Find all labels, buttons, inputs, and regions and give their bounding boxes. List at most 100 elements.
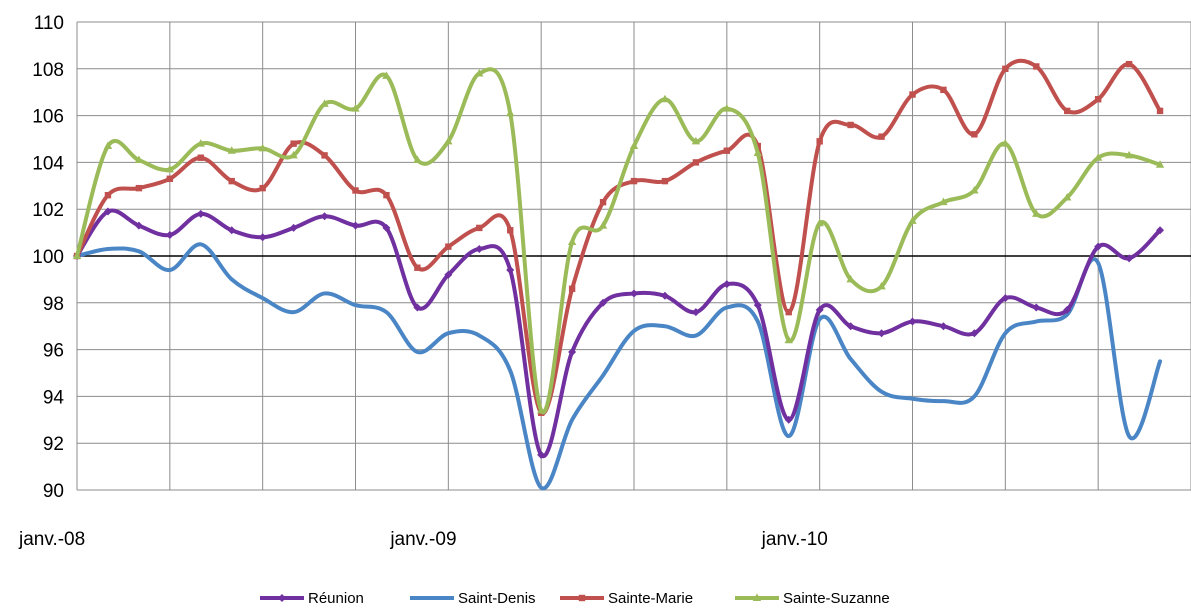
data-point-sainte-suzanne — [753, 148, 762, 157]
y-tick-label: 106 — [32, 107, 64, 128]
data-point-reunion — [599, 298, 608, 307]
data-point-reunion — [846, 322, 855, 331]
data-point-reunion — [1094, 242, 1103, 251]
data-point-sainte-marie — [940, 86, 947, 94]
data-point-sainte-marie — [476, 224, 483, 232]
data-point-reunion — [258, 233, 267, 242]
data-point-sainte-suzanne — [72, 251, 82, 259]
data-point-reunion — [1156, 226, 1165, 235]
data-point-reunion — [351, 221, 360, 230]
data-point-reunion — [1001, 294, 1010, 303]
data-point-sainte-suzanne — [258, 143, 267, 152]
data-point-sainte-suzanne — [691, 136, 701, 145]
data-point-sainte-marie — [1094, 96, 1102, 103]
x-tick-label: janv.-10 — [761, 529, 828, 550]
data-point-sainte-suzanne — [506, 108, 515, 117]
data-point-sainte-suzanne — [629, 141, 639, 150]
y-tick-label: 96 — [43, 341, 64, 362]
data-point-reunion — [382, 223, 391, 232]
data-point-reunion — [444, 270, 453, 279]
series-reunion — [73, 207, 1165, 459]
series-sainte-suzanne — [72, 67, 1165, 415]
data-point-reunion — [970, 329, 979, 338]
data-point-sainte-marie — [445, 243, 452, 250]
data-point-sainte-marie — [352, 187, 359, 194]
data-point-reunion — [475, 244, 484, 253]
data-point-reunion — [1125, 254, 1134, 263]
data-point-sainte-suzanne — [289, 150, 298, 159]
data-point-reunion — [1032, 303, 1041, 312]
legend-label-sainte-marie: Sainte-Marie — [608, 590, 693, 607]
data-point-sainte-suzanne — [598, 221, 608, 229]
series-line-saint-denis — [75, 242, 1163, 491]
y-tick-label: 100 — [32, 247, 64, 268]
y-tick-label: 110 — [34, 13, 64, 34]
data-point-sainte-suzanne — [567, 237, 577, 245]
legend-marker-sainte-suzanne — [752, 593, 762, 601]
series-line-sainte-marie — [75, 58, 1163, 416]
series-sainte-marie — [73, 58, 1164, 416]
legend-item-sainte-suzanne: Sainte-Suzanne — [735, 590, 890, 607]
data-point-sainte-marie — [259, 184, 266, 192]
data-point-sainte-marie — [816, 138, 823, 145]
y-tick-label: 90 — [43, 481, 64, 502]
data-point-sainte-marie — [971, 131, 978, 138]
data-point-sainte-marie — [383, 191, 390, 199]
data-point-sainte-suzanne — [660, 94, 670, 103]
data-point-sainte-suzanne — [382, 71, 391, 79]
data-point-sainte-marie — [1064, 107, 1071, 115]
data-point-sainte-suzanne — [908, 216, 917, 224]
data-point-sainte-suzanne — [1124, 150, 1134, 159]
data-point-sainte-marie — [568, 285, 576, 292]
data-point-sainte-marie — [166, 175, 174, 182]
data-point-sainte-marie — [414, 264, 421, 271]
data-point-reunion — [1063, 305, 1072, 314]
data-point-sainte-suzanne — [722, 104, 732, 112]
y-tick-label: 108 — [32, 60, 64, 81]
legend-item-reunion: Réunion — [260, 590, 364, 607]
data-point-sainte-marie — [135, 184, 143, 192]
series-lines — [72, 58, 1165, 491]
series-line-reunion — [75, 208, 1163, 459]
data-point-reunion — [134, 221, 143, 230]
legend: Réunion Saint-Denis Sainte-Marie Sainte-Suz… — [260, 590, 890, 607]
data-point-reunion — [103, 207, 112, 216]
x-axis-tick-labels: janv.-08 janv.-09 janv.-10 — [18, 529, 828, 550]
data-point-sainte-marie — [321, 152, 328, 159]
data-point-reunion — [196, 209, 205, 218]
data-point-sainte-suzanne — [413, 155, 422, 164]
legend-item-sainte-marie: Sainte-Marie — [560, 590, 693, 607]
data-point-reunion — [165, 230, 174, 239]
data-point-sainte-suzanne — [103, 141, 113, 150]
data-point-sainte-suzanne — [475, 68, 484, 77]
data-point-sainte-suzanne — [877, 281, 886, 290]
data-point-sainte-suzanne — [536, 405, 546, 414]
data-point-sainte-suzanne — [196, 139, 205, 147]
data-point-reunion — [630, 289, 638, 298]
data-point-reunion — [753, 301, 762, 310]
data-point-sainte-marie — [1125, 60, 1133, 68]
data-point-sainte-marie — [723, 147, 731, 154]
legend-label-reunion: Réunion — [308, 590, 364, 607]
data-point-sainte-suzanne — [444, 136, 453, 145]
data-point-sainte-marie — [599, 198, 607, 206]
data-point-reunion — [877, 329, 886, 338]
data-point-reunion — [939, 322, 948, 331]
y-tick-label: 102 — [32, 200, 64, 221]
data-point-reunion — [227, 226, 236, 235]
y-tick-label: 98 — [43, 294, 64, 315]
data-point-sainte-marie — [1156, 107, 1164, 115]
data-point-reunion — [568, 347, 577, 356]
data-point-reunion — [784, 415, 793, 424]
data-point-sainte-suzanne — [815, 218, 824, 227]
data-point-sainte-suzanne — [227, 146, 236, 154]
legend-marker-reunion — [278, 594, 286, 602]
data-point-sainte-marie — [197, 154, 204, 161]
data-point-sainte-suzanne — [134, 155, 144, 164]
data-point-sainte-marie — [909, 91, 916, 98]
data-point-sainte-suzanne — [320, 99, 329, 107]
data-point-reunion — [289, 223, 298, 232]
y-tick-label: 92 — [43, 434, 64, 455]
data-point-reunion — [815, 305, 824, 314]
data-point-reunion — [722, 280, 731, 289]
